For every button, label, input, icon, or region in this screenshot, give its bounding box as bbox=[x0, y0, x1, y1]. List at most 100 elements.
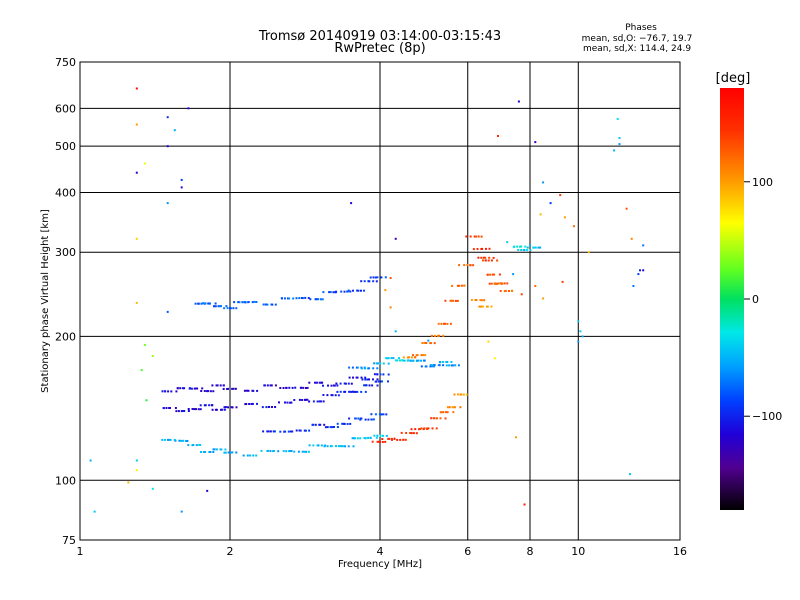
data-point bbox=[279, 387, 281, 389]
data-point bbox=[376, 435, 378, 437]
data-point bbox=[330, 426, 332, 428]
data-point bbox=[356, 391, 358, 393]
data-point bbox=[391, 439, 393, 441]
data-point bbox=[457, 393, 459, 395]
data-point bbox=[482, 259, 484, 261]
data-point bbox=[238, 301, 240, 303]
x-tick-label: 2 bbox=[227, 545, 234, 558]
data-point bbox=[444, 300, 446, 302]
data-point bbox=[348, 383, 350, 385]
data-point bbox=[440, 323, 442, 325]
data-point bbox=[577, 320, 579, 322]
data-point bbox=[361, 377, 363, 379]
data-point bbox=[466, 394, 468, 396]
data-point bbox=[341, 423, 343, 425]
data-point bbox=[256, 390, 258, 392]
data-point bbox=[579, 330, 581, 332]
data-point bbox=[344, 291, 346, 293]
data-point bbox=[376, 437, 378, 439]
data-point bbox=[335, 394, 337, 396]
data-point bbox=[252, 390, 254, 392]
data-point bbox=[223, 388, 225, 390]
x-tick-label: 1 bbox=[77, 545, 84, 558]
data-point bbox=[396, 439, 398, 441]
data-point bbox=[619, 143, 621, 145]
data-point bbox=[367, 437, 369, 439]
data-point bbox=[174, 129, 176, 131]
data-point bbox=[253, 301, 255, 303]
data-point bbox=[542, 181, 544, 183]
data-point bbox=[207, 303, 209, 305]
data-point bbox=[390, 357, 392, 359]
data-point bbox=[256, 403, 258, 405]
stats-line-o: mean, sd,O: −76.7, 19.7 bbox=[582, 34, 693, 44]
data-point bbox=[399, 439, 401, 441]
data-point bbox=[223, 384, 225, 386]
data-point bbox=[472, 264, 474, 266]
data-point bbox=[290, 431, 292, 433]
data-point bbox=[494, 282, 496, 284]
data-point bbox=[520, 246, 522, 248]
data-point bbox=[136, 124, 138, 126]
data-point bbox=[206, 390, 208, 392]
data-point bbox=[506, 241, 508, 243]
data-point bbox=[353, 391, 355, 393]
data-point bbox=[309, 444, 311, 446]
data-point bbox=[312, 424, 314, 426]
data-point bbox=[296, 430, 298, 432]
y-axis-label: Stationary phase Virtual Height [km] bbox=[40, 209, 51, 393]
data-point bbox=[499, 274, 501, 276]
data-point bbox=[376, 367, 378, 369]
data-point bbox=[200, 404, 202, 406]
data-point bbox=[335, 383, 337, 385]
data-point bbox=[335, 445, 337, 447]
data-point bbox=[167, 390, 169, 392]
data-point bbox=[411, 432, 413, 434]
data-point bbox=[506, 282, 508, 284]
data-point bbox=[380, 373, 382, 375]
x-tick-label: 4 bbox=[377, 545, 384, 558]
data-point bbox=[136, 302, 138, 304]
data-point bbox=[373, 435, 375, 437]
data-point bbox=[412, 354, 414, 356]
data-point bbox=[262, 430, 264, 432]
data-point bbox=[144, 163, 146, 165]
data-point bbox=[359, 419, 361, 421]
data-point bbox=[421, 365, 423, 367]
data-point bbox=[491, 306, 493, 308]
data-point bbox=[337, 423, 339, 425]
data-point bbox=[421, 342, 423, 344]
data-point bbox=[261, 450, 263, 452]
data-point bbox=[482, 306, 484, 308]
data-point bbox=[359, 437, 361, 439]
data-point bbox=[136, 88, 138, 90]
data-point bbox=[161, 439, 163, 441]
data-point bbox=[505, 290, 507, 292]
data-point bbox=[181, 179, 183, 181]
data-point bbox=[457, 285, 459, 287]
data-point bbox=[196, 444, 198, 446]
data-point bbox=[382, 373, 384, 375]
data-point bbox=[298, 297, 300, 299]
data-point bbox=[209, 451, 211, 453]
data-point bbox=[333, 426, 335, 428]
data-point bbox=[491, 283, 493, 285]
data-point bbox=[454, 394, 456, 396]
data-point bbox=[562, 281, 564, 283]
data-point bbox=[233, 388, 235, 390]
data-point bbox=[434, 342, 436, 344]
data-point bbox=[577, 341, 579, 343]
data-point bbox=[365, 419, 367, 421]
data-point bbox=[293, 451, 295, 453]
data-point bbox=[249, 455, 251, 457]
data-point bbox=[267, 450, 269, 452]
data-point bbox=[196, 388, 198, 390]
data-point bbox=[340, 383, 342, 385]
data-point bbox=[285, 450, 287, 452]
data-point bbox=[183, 410, 185, 412]
data-point bbox=[426, 365, 428, 367]
data-point bbox=[427, 340, 429, 342]
data-point bbox=[517, 249, 519, 251]
data-point bbox=[350, 202, 352, 204]
y-tick-label: 300 bbox=[55, 246, 76, 259]
